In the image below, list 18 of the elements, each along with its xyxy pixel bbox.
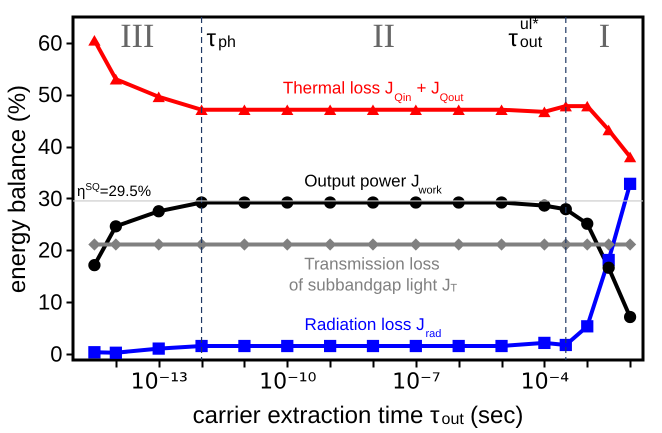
ref-line-label: τph — [206, 25, 236, 52]
annotation: I — [598, 18, 610, 55]
y-tick-label: 50 — [38, 82, 62, 108]
x-tick-label: 10⁻⁴ — [520, 370, 570, 394]
y-tick-label: 30 — [38, 186, 62, 211]
x-tick-label: 10⁻⁷ — [392, 370, 441, 394]
x-axis-title: carrier extraction time τout (sec) — [192, 402, 524, 429]
x-tick-label: 10⁻¹⁰ — [259, 370, 317, 394]
x-tick-label: 10⁻¹³ — [130, 370, 188, 394]
series-label: Transmission loss of subbandgap light JT — [288, 254, 458, 295]
annotation: II — [372, 18, 396, 55]
y-tick-label: 10 — [38, 289, 62, 314]
y-tick-label: 20 — [38, 238, 62, 263]
annotation: III — [120, 18, 154, 55]
y-axis-title: energy balance (%) — [4, 84, 32, 294]
y-tick-label: 0 — [50, 341, 62, 366]
y-tick-label: 60 — [38, 30, 62, 56]
y-tick-label: 40 — [38, 134, 62, 160]
